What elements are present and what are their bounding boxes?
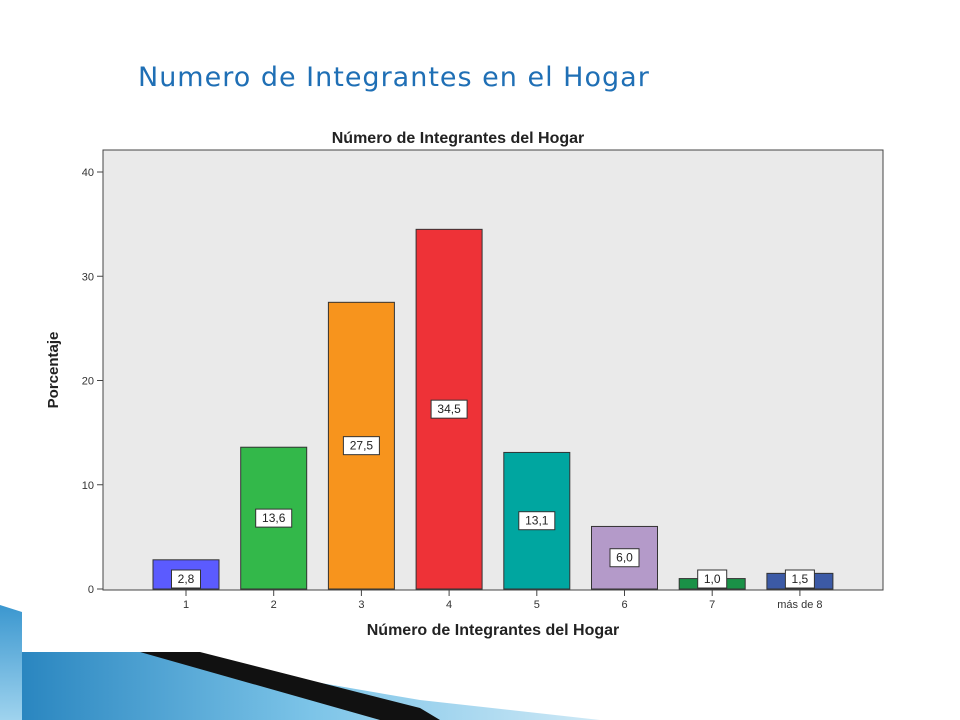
data-label: 2,8: [178, 572, 195, 586]
data-label: 6,0: [616, 551, 633, 565]
data-label: 27,5: [350, 439, 374, 453]
x-tick-label: 3: [358, 599, 364, 611]
data-label-box: [342, 436, 380, 456]
x-tick-label: 1: [183, 599, 189, 611]
slide-title: Numero de Integrantes en el Hogar: [138, 62, 650, 93]
deco-left-strip: [0, 605, 22, 720]
data-label: 1,5: [792, 572, 809, 586]
x-tick-label: 7: [709, 599, 715, 611]
bars: 2,8 13,6 27,5 34,5 13,1 6,0 1,0 1,5: [152, 228, 834, 590]
data-label-box: [171, 569, 201, 589]
x-axis: 1 2 3 4 5 6 7 más de 8: [103, 589, 883, 611]
x-tick-label: 5: [534, 599, 540, 611]
data-label-box: [255, 508, 293, 528]
data-label-box: [430, 399, 468, 419]
deco-dark-swoosh: [140, 652, 440, 720]
y-tick-label: 0: [88, 584, 94, 596]
y-tick-label: 10: [82, 480, 94, 492]
data-label: 1,0: [704, 572, 721, 586]
x-tick-label: más de 8: [777, 599, 822, 611]
data-label-box: [784, 569, 815, 589]
y-axis-label: Porcentaje: [45, 332, 62, 409]
y-tick-label: 20: [82, 376, 94, 388]
data-label-box: [518, 511, 556, 531]
x-tick-label: 2: [271, 599, 277, 611]
data-label: 34,5: [437, 402, 461, 416]
x-tick-label: 4: [446, 599, 452, 611]
data-label-box: [609, 548, 640, 568]
x-axis-label: Número de Integrantes del Hogar: [367, 622, 620, 639]
y-tick-label: 30: [82, 271, 94, 283]
y-tick-label: 40: [82, 167, 94, 179]
data-label: 13,1: [525, 514, 549, 528]
chart-title: Número de Integrantes del Hogar: [332, 130, 585, 147]
plot-area: [102, 149, 884, 591]
data-label-box: [697, 569, 728, 589]
data-label: 13,6: [262, 511, 286, 525]
y-axis: 0 10 20 30 40: [82, 150, 104, 596]
x-tick-label: 6: [621, 599, 627, 611]
